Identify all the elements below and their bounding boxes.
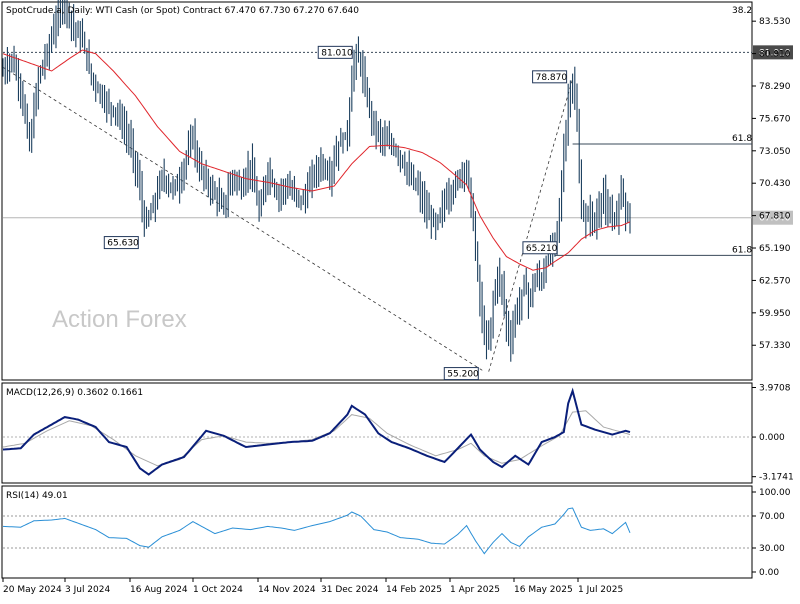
price-y-axis: 83.530 80.910 78.290 75.670 73.050 70.430 67.8… — [752, 17, 791, 351]
price-annotation-box — [532, 70, 568, 84]
x-tick-label: 3 Jul 2024 — [65, 585, 110, 595]
price-tick-label: 78.290 — [759, 82, 791, 92]
price-annotation-label: 81.010 — [321, 48, 353, 58]
trendline — [488, 78, 573, 372]
rsi-panel-frame — [1, 485, 753, 579]
rsi-line — [2, 507, 631, 555]
price-annotation-box — [103, 236, 139, 250]
trendlines — [2, 66, 573, 372]
price-tick-label: 59.950 — [759, 309, 791, 319]
x-tick-label: 20 May 2024 — [3, 585, 62, 595]
candlestick-series — [2, 0, 631, 362]
trendline — [2, 66, 485, 372]
x-tick-label: 1 Apr 2025 — [450, 585, 500, 595]
watermark: Action Forex — [52, 306, 187, 333]
price-tick-label: 67.810 — [759, 212, 791, 222]
x-tick-label: 14 Feb 2025 — [386, 585, 442, 595]
price-annotation-label: 65.210 — [526, 244, 558, 254]
macd-y-axis: 3.9708 0.000 -3.1741 — [752, 383, 794, 483]
price-tick-label: 65.190 — [759, 244, 791, 254]
price-panel-frame — [1, 1, 753, 381]
x-tick-label: 1 Oct 2024 — [193, 585, 243, 595]
macd-tick-label: 3.9708 — [759, 383, 791, 393]
macd-signal-line — [2, 410, 631, 467]
rsi-tick-label: 100.00 — [759, 488, 791, 498]
rsi-levels — [3, 515, 752, 549]
macd-main-line — [2, 387, 631, 476]
x-tick-label: 14 Nov 2024 — [258, 585, 316, 595]
price-tick-label: 73.050 — [759, 147, 791, 157]
price-annotation-label: 55.200 — [447, 370, 479, 380]
current-price-box — [753, 210, 793, 225]
price-annotation-label: 65.630 — [107, 239, 139, 249]
level-price-label: 81.010 — [759, 48, 791, 58]
fib-level-label: 61.8 — [732, 134, 752, 144]
x-tick-label: 16 Aug 2024 — [130, 585, 188, 595]
rsi-tick-label: 70.00 — [759, 512, 785, 522]
price-annotation-label: 78.870 — [536, 73, 568, 83]
current-price-label: 67.640 — [759, 214, 791, 224]
x-axis: 20 May 2024 3 Jul 2024 16 Aug 2024 1 Oct 20… — [2, 578, 623, 595]
rsi-tick-label: 30.00 — [759, 544, 785, 554]
level-price-box — [753, 45, 793, 60]
macd-tick-label: -3.1741 — [759, 473, 794, 483]
price-tick-label: 83.530 — [759, 17, 791, 27]
price-tick-label: 80.910 — [759, 50, 791, 60]
price-tick-label: 75.670 — [759, 114, 791, 124]
price-tick-label: 70.430 — [759, 179, 791, 189]
price-annotations: 81.010 65.630 55.200 78.870 65.210 — [103, 45, 568, 381]
rsi-title: RSI(14) 49.01 — [6, 491, 68, 501]
chart-title: SpotCrude.a, Daily: WTI Cash (or Spot) C… — [6, 6, 359, 16]
macd-title: MACD(12,26,9) 0.3602 0.1661 — [6, 388, 143, 398]
price-levels: 81.010 61.8 61.8 67.640 — [3, 45, 793, 256]
macd-tick-label: 0.000 — [759, 433, 785, 443]
fib-level-label: 61.8 — [732, 245, 752, 255]
x-tick-label: 31 Dec 2024 — [321, 585, 379, 595]
macd-panel-frame — [1, 382, 753, 484]
price-tick-label: 62.570 — [759, 276, 791, 286]
rsi-tick-label: 0.00 — [759, 568, 779, 578]
corner-value: 38.2 — [732, 6, 752, 16]
price-annotation-box — [443, 367, 479, 381]
price-tick-label: 57.330 — [759, 341, 791, 351]
x-tick-label: 1 Jul 2025 — [578, 585, 623, 595]
price-annotation-box — [317, 45, 353, 59]
price-annotation-box — [522, 241, 558, 255]
moving-average-line — [2, 49, 631, 271]
x-tick-label: 16 May 2025 — [514, 585, 573, 595]
rsi-y-axis: 100.00 70.00 30.00 0.00 — [752, 488, 791, 578]
